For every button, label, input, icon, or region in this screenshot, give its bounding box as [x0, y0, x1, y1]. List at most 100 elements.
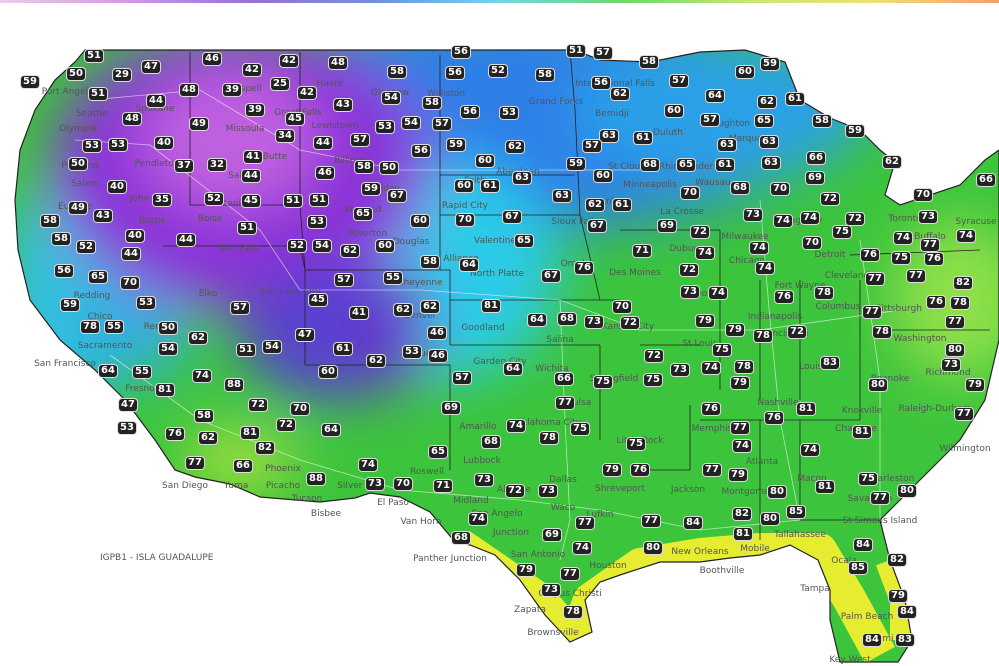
city-label: Marquette: [728, 134, 776, 144]
temperature-label: 57: [231, 302, 249, 314]
temperature-label: 76: [575, 262, 593, 274]
temperature-label: 61: [716, 159, 734, 171]
temperature-label: 70: [803, 237, 821, 249]
temperature-label: 25: [271, 78, 289, 90]
city-label: Toronto: [888, 214, 922, 224]
city-label: Waco: [550, 503, 576, 513]
city-label: Wichita: [535, 364, 569, 374]
city-label: Knoxville: [841, 406, 883, 416]
temperature-label: 79: [731, 377, 749, 389]
temperature-label: 63: [600, 130, 618, 142]
temperature-label: 59: [567, 158, 585, 170]
temperature-label: 71: [434, 480, 452, 492]
city-label: Tampa: [800, 584, 830, 594]
city-label: Dubuque: [669, 244, 711, 254]
temperature-label: 60: [411, 215, 429, 227]
temperature-label: 78: [564, 606, 582, 618]
temperature-label: 77: [642, 515, 660, 527]
city-label: Spokane: [135, 104, 175, 114]
color-scale-bar: [0, 0, 999, 3]
temperature-label: 54: [263, 341, 281, 353]
temperature-label: 51: [238, 222, 256, 234]
temperature-label: 62: [367, 355, 385, 367]
temperature-label: 70: [456, 214, 474, 226]
temperature-label: 68: [452, 532, 470, 544]
temperature-label: 52: [205, 193, 223, 205]
temperature-label: 70: [394, 478, 412, 490]
temperature-label: 73: [475, 474, 493, 486]
temperature-label: 77: [955, 408, 973, 420]
city-label: Macon: [797, 474, 827, 484]
temperature-label: 61: [334, 343, 352, 355]
temperature-label: 47: [296, 329, 314, 341]
temperature-label: 56: [55, 265, 73, 277]
temperature-label: 46: [203, 53, 221, 65]
city-label: Ocala: [831, 556, 857, 566]
temperature-label: 46: [428, 327, 446, 339]
city-label: Missoula: [225, 124, 265, 134]
city-label: San Angelo: [471, 509, 523, 519]
city-label: Roswell: [410, 467, 444, 477]
temperature-label: 42: [243, 64, 261, 76]
city-label: Cheyenne: [397, 278, 443, 288]
temperature-label: 76: [927, 296, 945, 308]
temperature-label: 58: [388, 66, 406, 78]
temperature-label: 53: [403, 346, 421, 358]
city-label: Corpus Christi: [538, 589, 602, 599]
temperature-label: 46: [429, 350, 447, 362]
highway-lines: [74, 89, 901, 561]
city-label: Duluth: [652, 128, 684, 138]
city-label: Zapata: [514, 605, 546, 615]
city-label: Rapid City: [442, 201, 488, 211]
temperature-label: 79: [966, 379, 984, 391]
temperature-label: 77: [871, 492, 889, 504]
city-label: Silver City: [337, 481, 383, 491]
temperature-label: 71: [633, 245, 651, 257]
temperature-label: 54: [313, 240, 331, 252]
temperature-label: 74: [469, 513, 487, 525]
temperature-label: 62: [199, 432, 217, 444]
city-label: Midland: [453, 496, 489, 506]
temperature-label: 67: [388, 190, 406, 202]
temperature-label: 51: [284, 195, 302, 207]
city-label: San Diego: [162, 481, 208, 491]
city-label: Williston: [426, 89, 466, 99]
temperature-label: 77: [561, 568, 579, 580]
temperature-label: 63: [718, 139, 736, 151]
temperature-label: 59: [61, 299, 79, 311]
temperature-label: 70: [681, 187, 699, 199]
city-label: Buffalo: [914, 232, 946, 242]
temperature-label: 76: [631, 464, 649, 476]
temperature-label: 76: [166, 428, 184, 440]
temperature-label: 50: [69, 158, 87, 170]
temperature-label: 73: [539, 485, 557, 497]
temperature-label: 53: [137, 297, 155, 309]
buoy-label: IGPB1 - ISLA GUADALUPE: [100, 553, 214, 563]
temperature-label: 79: [726, 324, 744, 336]
city-label: Palm Beach: [840, 612, 894, 622]
temperature-label: 70: [914, 189, 932, 201]
city-label: Billings: [333, 156, 367, 166]
city-label: Lewistown: [311, 121, 359, 131]
city-label: Panther Junction: [413, 554, 487, 564]
temperature-label: 84: [863, 634, 881, 646]
city-label: John Day: [129, 194, 171, 204]
city-label: Denver: [403, 311, 437, 321]
city-label: Charleston: [865, 474, 915, 484]
temperature-label: 29: [113, 69, 131, 81]
temperature-label: 58: [195, 410, 213, 422]
temperature-label: 72: [645, 350, 663, 362]
city-label: Washington: [893, 334, 947, 344]
temperature-label: 42: [280, 55, 298, 67]
city-label: Bemidji: [595, 109, 629, 119]
temperature-label: 58: [423, 97, 441, 109]
temperature-label: 73: [681, 286, 699, 298]
temperature-label: 79: [517, 564, 535, 576]
temperature-label: 75: [644, 374, 662, 386]
temperature-label: 59: [21, 76, 39, 88]
temperature-label: 68: [482, 436, 500, 448]
temperature-label: 77: [863, 306, 881, 318]
temperature-label: 81: [816, 481, 834, 493]
temperature-label: 59: [447, 139, 465, 151]
temperature-label: 51: [310, 194, 328, 206]
